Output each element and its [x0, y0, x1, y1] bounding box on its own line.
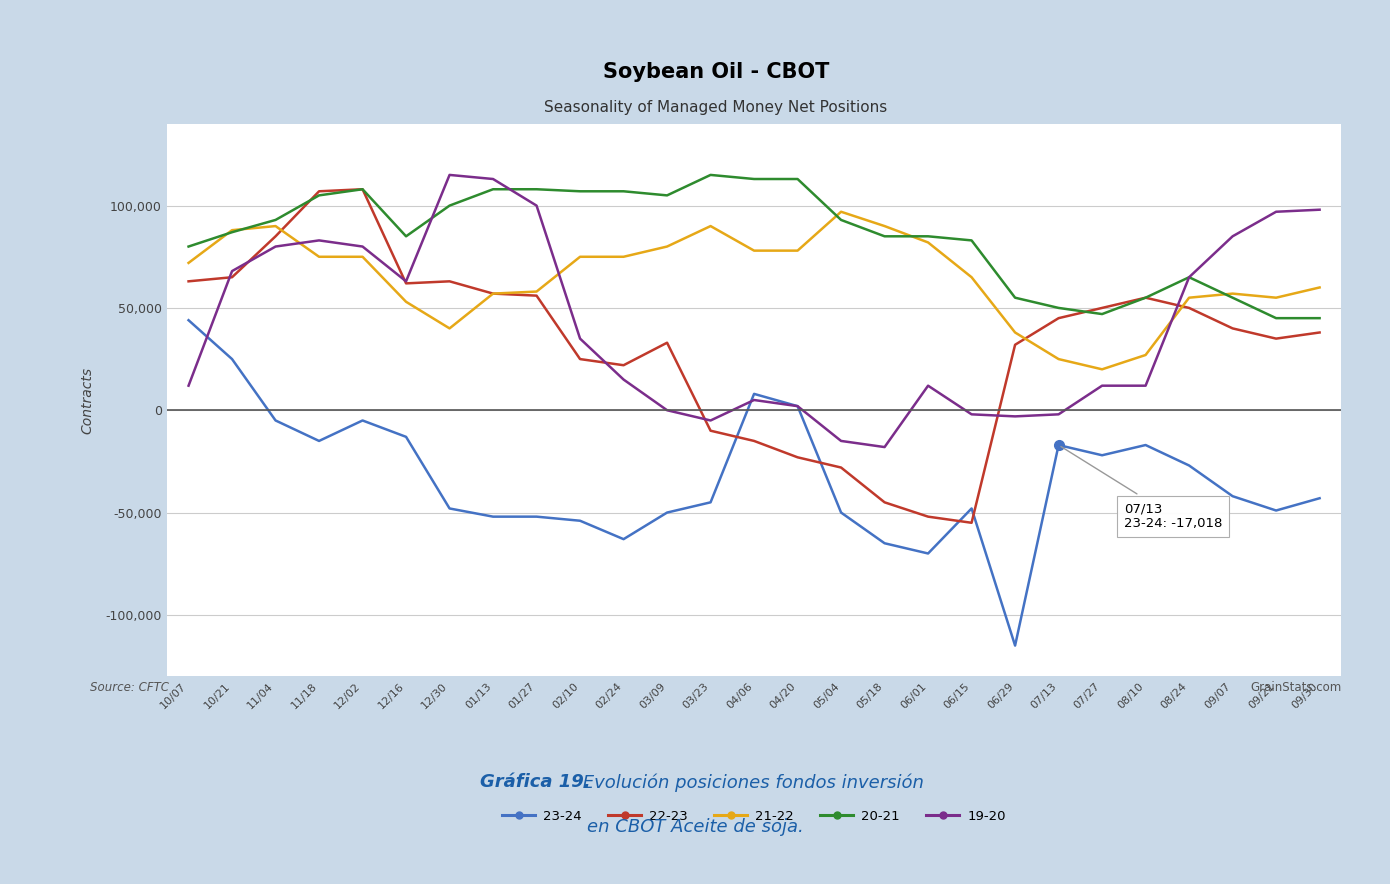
- Text: Source: CFTC: Source: CFTC: [90, 681, 170, 694]
- Text: Soybean Oil - CBOT: Soybean Oil - CBOT: [603, 62, 828, 82]
- Y-axis label: Contracts: Contracts: [81, 367, 95, 433]
- Legend: 23-24, 22-23, 21-22, 20-21, 19-20: 23-24, 22-23, 21-22, 20-21, 19-20: [498, 804, 1011, 828]
- Text: Gráfica 19.: Gráfica 19.: [480, 774, 591, 791]
- Text: Seasonality of Managed Money Net Positions: Seasonality of Managed Money Net Positio…: [545, 100, 887, 115]
- Text: 07/13
23-24: -17,018: 07/13 23-24: -17,018: [1061, 446, 1222, 530]
- Text: Evolución posiciones fondos inversión: Evolución posiciones fondos inversión: [577, 774, 924, 791]
- Text: en CBOT Aceite de soja.: en CBOT Aceite de soja.: [587, 818, 803, 835]
- Text: GrainStats.com: GrainStats.com: [1250, 681, 1341, 694]
